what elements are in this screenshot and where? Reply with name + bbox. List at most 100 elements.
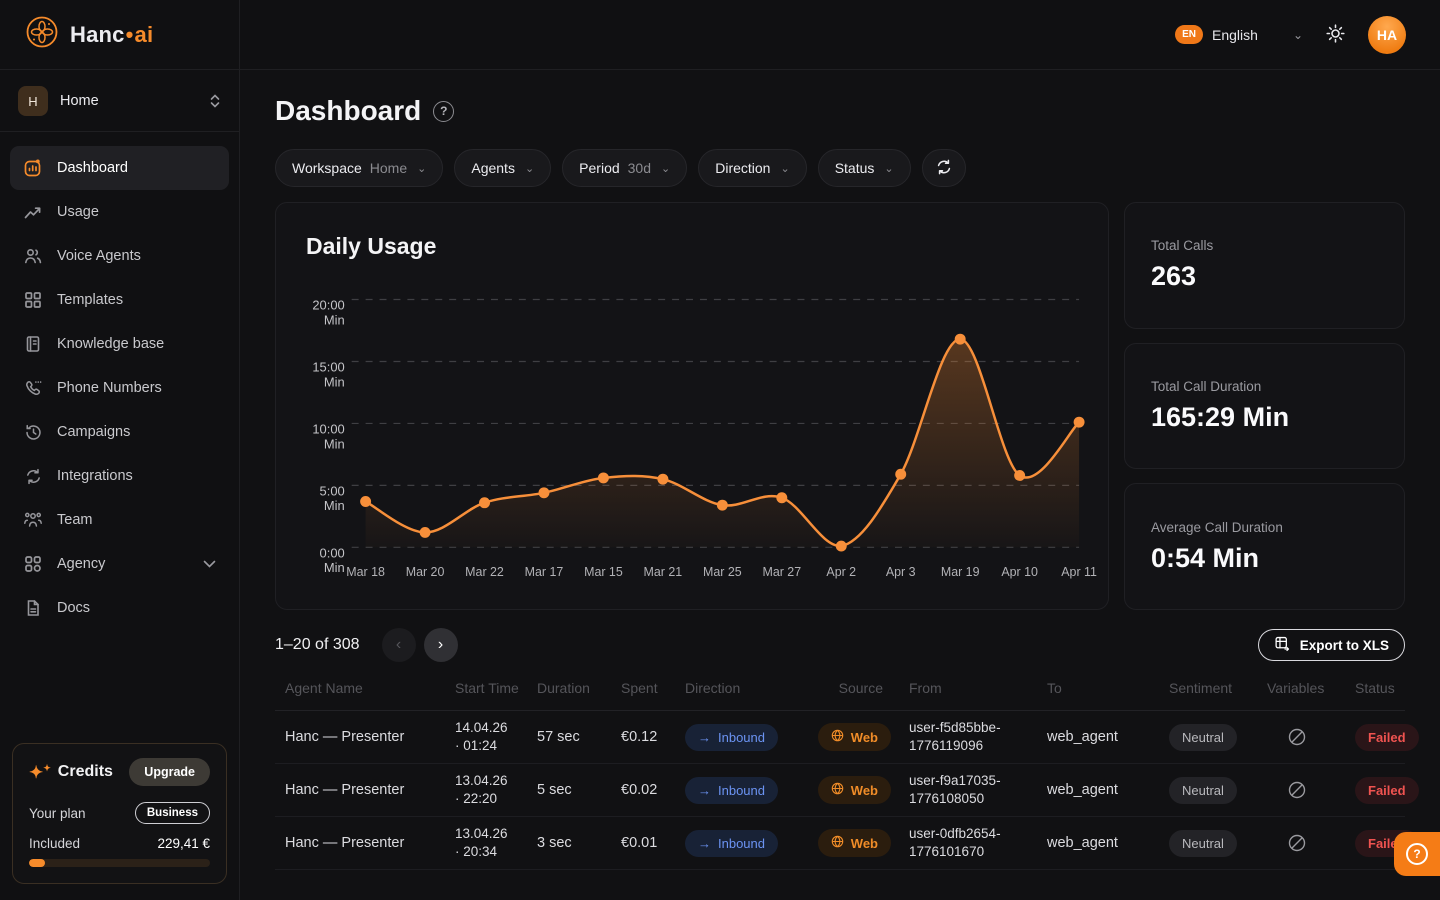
sun-icon xyxy=(1325,23,1346,47)
filter-bar: Workspace Home ⌄ Agents ⌄ Period 30d ⌄ D… xyxy=(275,149,1405,187)
plan-badge: Business xyxy=(134,802,210,824)
agents-filter[interactable]: Agents ⌄ xyxy=(454,149,552,187)
stat-label: Total Call Duration xyxy=(1151,379,1262,394)
svg-text:Mar 22: Mar 22 xyxy=(465,565,504,579)
cell-agent-name: Hanc — Presenter xyxy=(285,835,405,851)
chevron-down-icon: ⌄ xyxy=(661,162,671,175)
sidebar-item-usage[interactable]: Usage xyxy=(10,190,229,234)
cell-sentiment: Neutral xyxy=(1159,829,1255,857)
svg-text:Mar 18: Mar 18 xyxy=(346,565,385,579)
sidebar-item-label: Usage xyxy=(57,204,99,220)
people-icon xyxy=(23,246,43,266)
team-icon xyxy=(23,510,43,530)
unfold-chevrons-icon xyxy=(209,93,221,109)
brand-name: Hanc•ai xyxy=(70,21,154,47)
sidebar-item-label: Voice Agents xyxy=(57,248,141,264)
sidebar: H Home Dashboard Usage xyxy=(0,70,240,900)
brand-logo[interactable]: Hanc•ai xyxy=(0,0,240,70)
table-row[interactable]: Hanc — Presenter 14.04.26 · 01:24 57 sec … xyxy=(275,711,1419,764)
col-header: Duration xyxy=(537,680,590,696)
dashboard-icon xyxy=(23,158,43,178)
chevron-down-icon: ⌄ xyxy=(524,162,535,175)
period-filter[interactable]: Period 30d ⌄ xyxy=(562,149,688,187)
table-header-row: Agent Name Start Time Duration Spent Dir… xyxy=(275,668,1405,711)
table-body: Hanc — Presenter 14.04.26 · 01:24 57 sec … xyxy=(275,711,1419,870)
table-row[interactable]: Hanc — Presenter 13.04.26 · 22:20 5 sec €… xyxy=(275,764,1419,817)
sidebar-item-label: Templates xyxy=(57,292,124,308)
cell-agent-name: Hanc — Presenter xyxy=(285,782,405,798)
cell-status: Failed xyxy=(1345,723,1425,751)
sidebar-item-team[interactable]: Team xyxy=(10,498,229,542)
sidebar-item-label: Campaigns xyxy=(57,424,131,440)
grid-icon xyxy=(23,290,43,310)
status-filter[interactable]: Status ⌄ xyxy=(817,149,911,187)
sidebar-item-label: Knowledge base xyxy=(57,336,165,352)
cell-source: Web xyxy=(799,829,897,857)
cell-direction: → Inbound xyxy=(675,829,797,857)
chart-title: Daily Usage xyxy=(306,233,437,259)
stats-column: Total Calls 263 Total Call Duration 165:… xyxy=(1124,202,1405,611)
slash-circle-icon xyxy=(1287,833,1307,853)
language-selector[interactable]: EN English ⌄ xyxy=(1175,25,1303,44)
col-header: Status xyxy=(1355,680,1395,696)
sidebar-item-label: Phone Numbers xyxy=(57,380,162,396)
globe-icon xyxy=(831,782,844,798)
sidebar-item-knowledge-base[interactable]: Knowledge base xyxy=(10,322,229,366)
credits-progress-fill xyxy=(29,859,46,867)
chevron-down-icon: ⌄ xyxy=(884,162,894,175)
col-header: Sentiment xyxy=(1169,680,1233,696)
sidebar-item-phone-numbers[interactable]: Phone Numbers xyxy=(10,366,229,410)
svg-text:Apr 11: Apr 11 xyxy=(1061,565,1097,579)
cell-duration: 5 sec xyxy=(537,782,572,798)
sidebar-item-label: Docs xyxy=(57,600,91,616)
cell-direction: → Inbound xyxy=(675,723,797,751)
col-header: Direction xyxy=(685,680,741,696)
theme-toggle-button[interactable] xyxy=(1325,23,1346,47)
book-icon xyxy=(23,334,43,354)
sidebar-item-agency[interactable]: Agency xyxy=(10,542,229,586)
cell-sentiment: Neutral xyxy=(1159,776,1255,804)
cell-duration: 3 sec xyxy=(537,835,572,851)
brand-suffix: ai xyxy=(134,21,154,47)
svg-text:Mar 19: Mar 19 xyxy=(941,565,980,579)
cell-agent-name: Hanc — Presenter xyxy=(285,729,405,745)
support-chat-button[interactable]: ? xyxy=(1394,832,1440,876)
refresh-button[interactable] xyxy=(921,149,966,187)
chevron-down-icon: ⌄ xyxy=(780,162,790,175)
globe-icon xyxy=(831,835,844,851)
question-mark-icon: ? xyxy=(1406,843,1428,865)
stat-card-total-duration: Total Call Duration 165:29 Min xyxy=(1124,342,1405,470)
col-header: Variables xyxy=(1267,680,1325,696)
direction-filter[interactable]: Direction ⌄ xyxy=(698,149,807,187)
cell-spent: €0.12 xyxy=(621,729,658,745)
cell-variables xyxy=(1257,727,1343,747)
pagination-prev-button[interactable]: ‹ xyxy=(381,628,416,662)
sidebar-item-integrations[interactable]: Integrations xyxy=(10,454,229,498)
sidebar-item-docs[interactable]: Docs xyxy=(10,586,229,630)
sidebar-item-voice-agents[interactable]: Voice Agents xyxy=(10,234,229,278)
workspace-filter[interactable]: Workspace Home ⌄ xyxy=(275,149,444,187)
user-avatar[interactable]: HA xyxy=(1368,15,1406,54)
svg-text:Mar 17: Mar 17 xyxy=(525,565,564,579)
workspace-selector[interactable]: H Home xyxy=(0,70,239,132)
export-xls-button[interactable]: Export to XLS xyxy=(1257,629,1405,661)
sidebar-item-label: Team xyxy=(57,512,93,528)
chevron-down-icon xyxy=(203,556,216,572)
sidebar-item-dashboard[interactable]: Dashboard xyxy=(10,146,229,190)
arrow-right-icon: → xyxy=(698,835,711,851)
cell-start-time: 14.04.26 · 01:24 xyxy=(455,719,508,753)
plan-label: Your plan xyxy=(29,805,86,821)
table-row[interactable]: Hanc — Presenter 13.04.26 · 20:34 3 sec €… xyxy=(275,817,1419,870)
upgrade-button[interactable]: Upgrade xyxy=(129,758,210,786)
svg-text:Apr 3: Apr 3 xyxy=(886,565,916,579)
sidebar-item-campaigns[interactable]: Campaigns xyxy=(10,410,229,454)
sidebar-item-templates[interactable]: Templates xyxy=(10,278,229,322)
pagination-next-button[interactable]: › xyxy=(423,628,458,662)
export-label: Export to XLS xyxy=(1299,637,1389,653)
filter-label: Workspace xyxy=(292,160,362,176)
help-icon[interactable]: ? xyxy=(433,100,455,122)
cell-to: web_agent xyxy=(1047,835,1118,851)
